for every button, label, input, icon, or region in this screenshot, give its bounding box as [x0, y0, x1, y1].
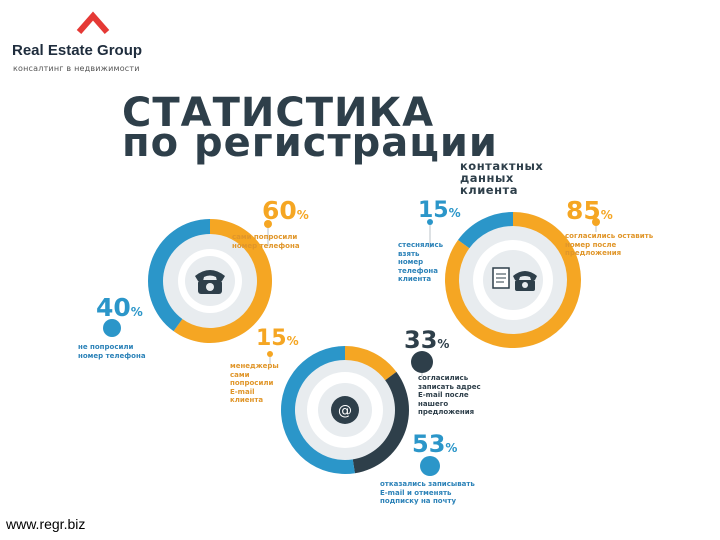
donut-segment-blue [280, 346, 355, 474]
chart1-value-60: 60% [262, 196, 309, 225]
chart2-value-85: 85% [566, 196, 613, 225]
chart2-label-85: согласились оставить номер после предложен… [565, 232, 654, 257]
at-symbol: @ [338, 403, 352, 419]
chart3-label-15: менеджеры сами попросили E-mail клиента [230, 362, 279, 404]
roof-logo-icon [76, 11, 110, 34]
chart3-label-33: согласились записать адрес E-mail после наш… [418, 374, 481, 416]
subtitle-line: контактных [460, 159, 544, 173]
company-logo: Real Estate Group консалтинг в недвижимо… [10, 8, 170, 73]
donut-segment-blue [457, 212, 513, 249]
chart3-label-53: отказались записывать E-mail и отменять по… [380, 480, 475, 505]
donut-chart-2 [445, 212, 581, 349]
page-title-line2: по регистрации [122, 120, 498, 166]
phone-icon [195, 270, 225, 294]
chart1-value-40: 40% [96, 293, 143, 322]
page-title-line1: СТАТИСТИКА [122, 90, 435, 136]
chart3-value-33: 33% [404, 326, 450, 354]
phone-document-icon [492, 267, 537, 291]
company-tagline: консалтинг в недвижимости [13, 64, 140, 73]
donut-segment-orange [345, 346, 397, 381]
chart2-value-15: 15% [418, 198, 461, 223]
page-subtitle: контактных данных клиента [460, 160, 543, 196]
donut-chart-3: @ [280, 346, 409, 474]
company-name: Real Estate Group [12, 42, 143, 59]
donut-chart-1 [148, 219, 272, 344]
chart1-label-60: сами попросили номер телефона [232, 233, 300, 250]
donut-segment-blue [148, 219, 210, 332]
chart3-value-53: 53% [412, 430, 458, 458]
chart3-value-15: 15% [256, 326, 299, 351]
donut-segment-orange [173, 219, 272, 344]
donut-segment-dark [352, 371, 409, 474]
email-at-icon [331, 396, 359, 424]
website-url: www.regr.biz [6, 516, 86, 532]
subtitle-line: данных [460, 171, 514, 185]
icon-background [483, 250, 543, 310]
subtitle-line: клиента [460, 183, 518, 197]
chart2-label-15: стеснялись взять номер телефона клиента [398, 241, 444, 283]
marker-dots [103, 218, 600, 476]
chart1-label-40: не попросили номер телефона [78, 343, 146, 360]
